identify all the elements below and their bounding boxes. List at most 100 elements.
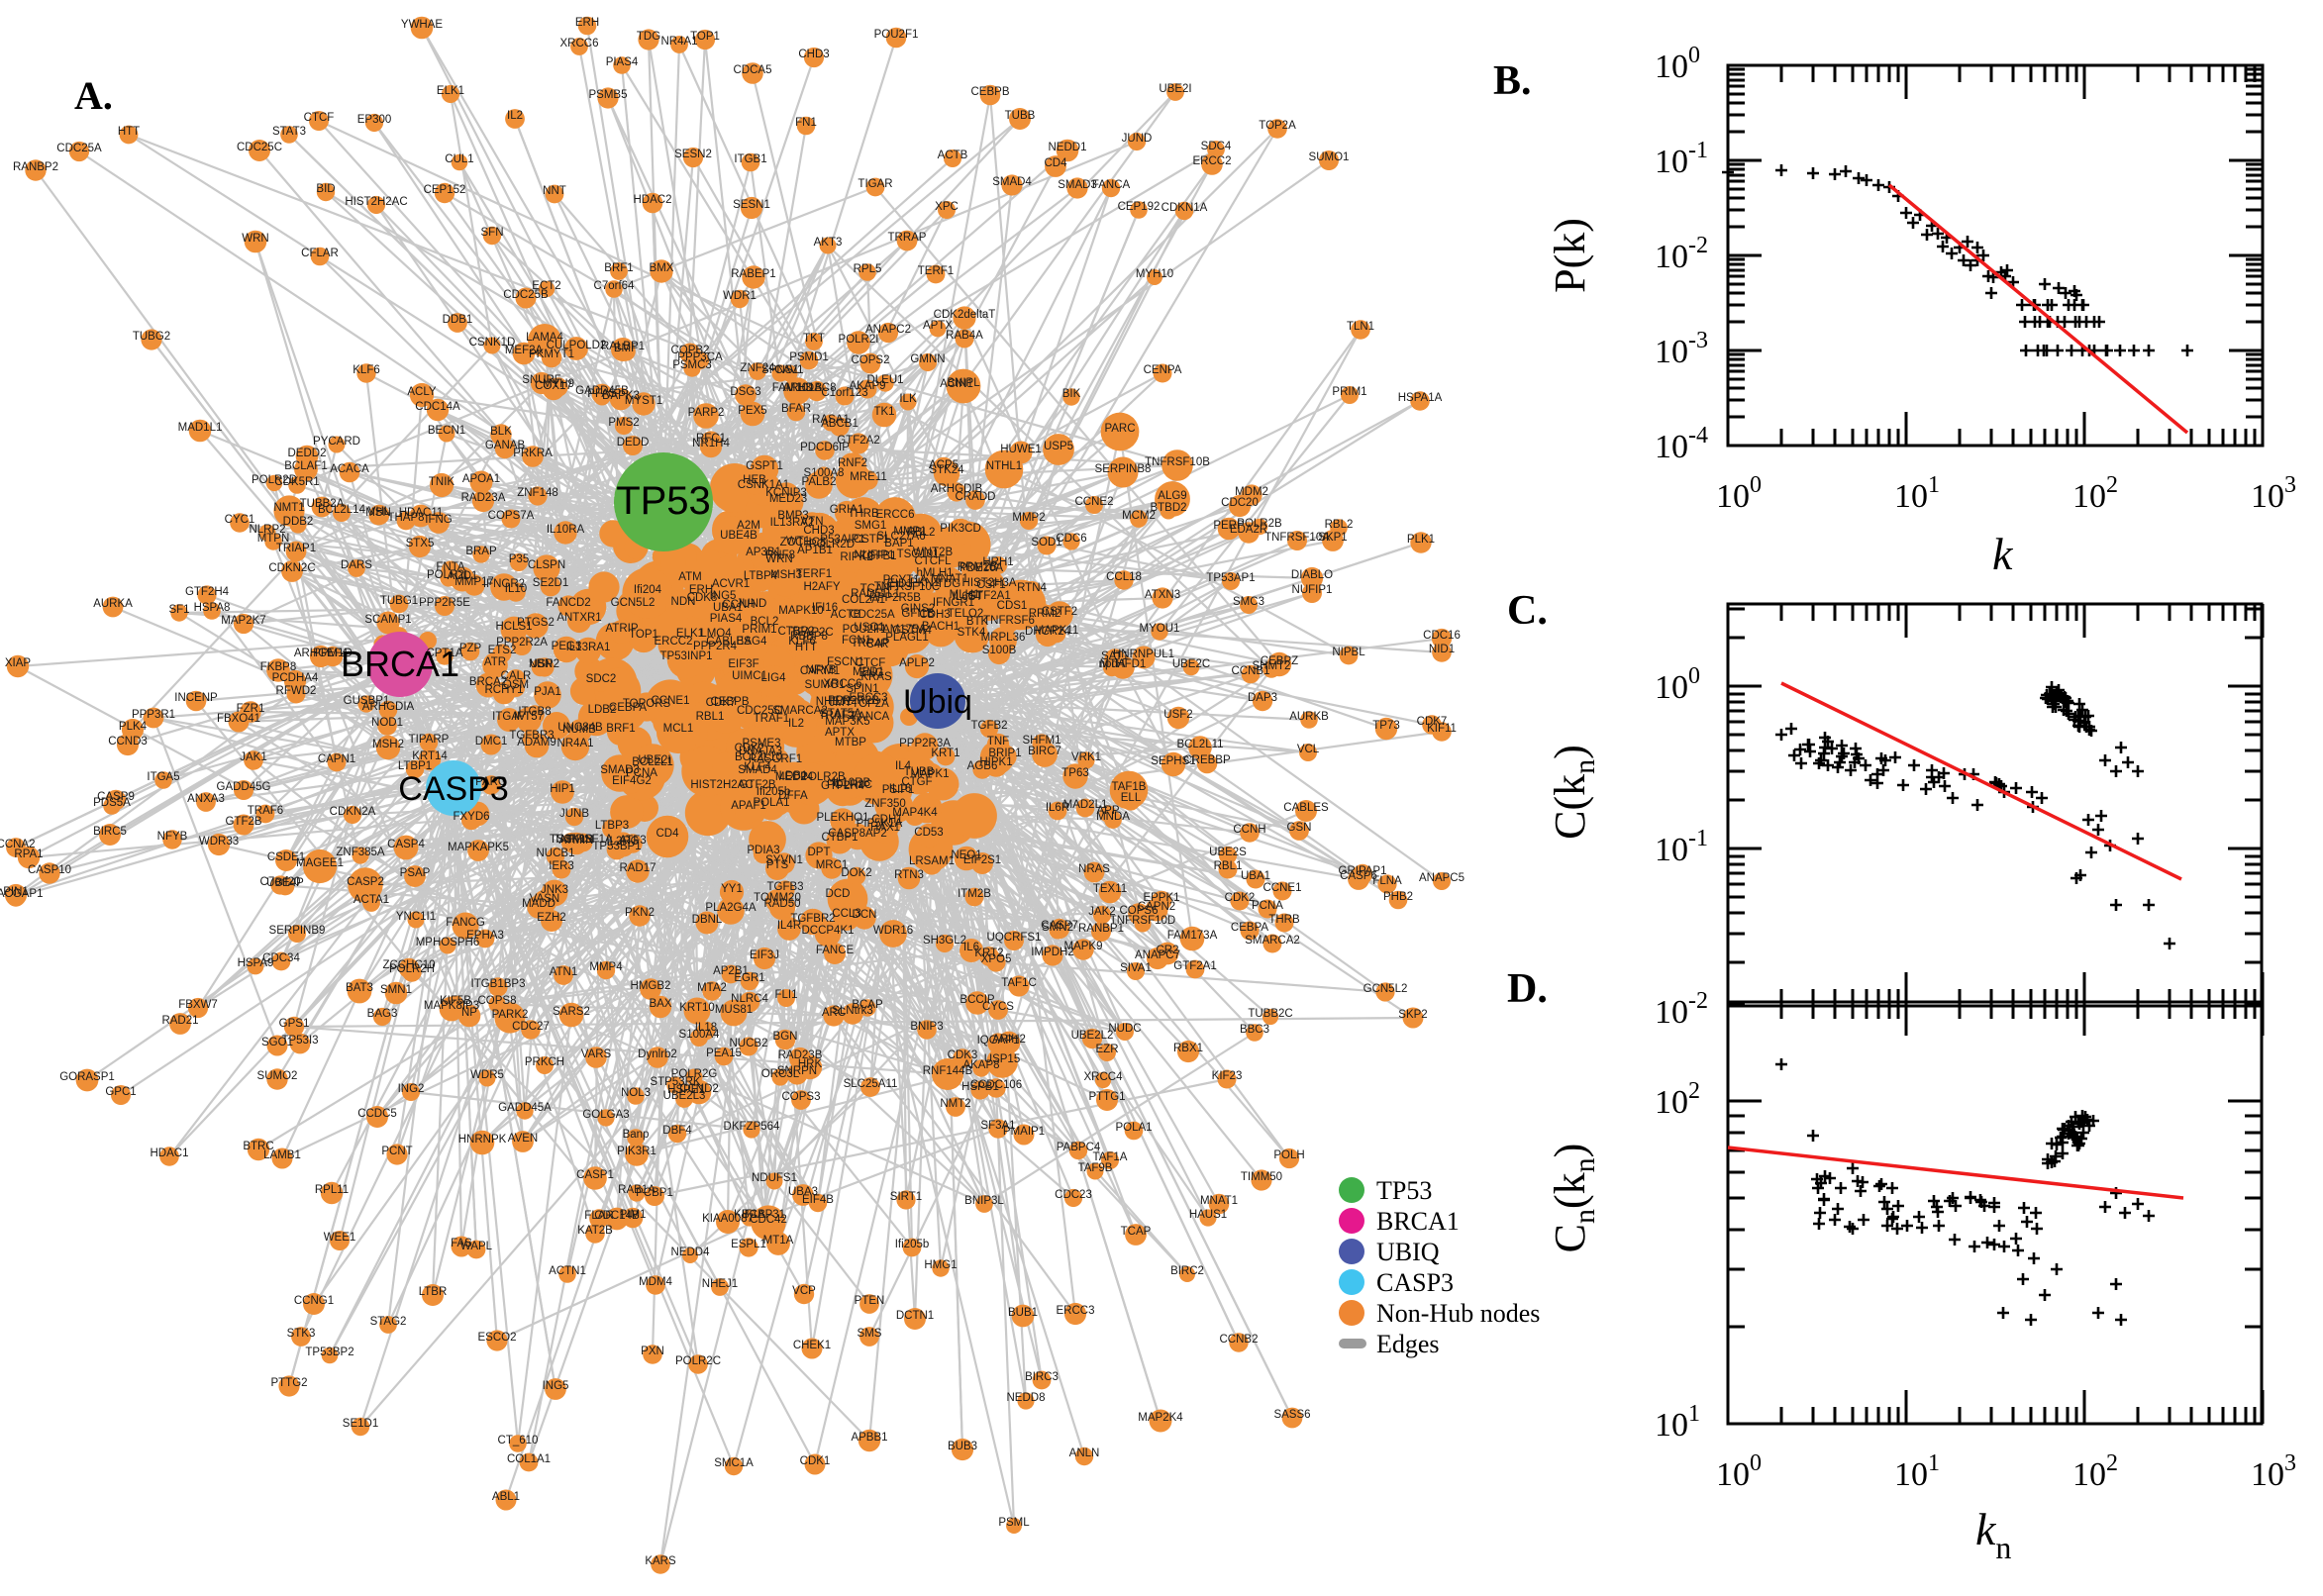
svg-text:SMAD4: SMAD4 [992,176,1032,188]
svg-text:AURKB: AURKB [1289,711,1329,723]
svg-text:S100B: S100B [982,645,1017,656]
svg-text:PPP3R1: PPP3R1 [132,709,175,721]
svg-text:XPO5: XPO5 [981,953,1012,965]
svg-text:NFYB: NFYB [157,831,188,843]
svg-text:TNF: TNF [987,736,1009,748]
svg-text:10: 10 [1655,1084,1688,1121]
svg-text:COL2A1: COL2A1 [842,594,885,606]
svg-text:FXYD6: FXYD6 [453,811,489,823]
svg-text:PSML: PSML [998,1517,1030,1529]
svg-text:WDR5: WDR5 [470,1069,504,1081]
svg-text:ACLY: ACLY [407,386,437,398]
svg-text:JUNB: JUNB [559,808,589,820]
svg-text:DDB1: DDB1 [443,314,473,326]
svg-text:NRAS: NRAS [1078,863,1110,875]
svg-text:HDAC1: HDAC1 [151,1147,189,1159]
svg-text:DEDD: DEDD [617,437,650,449]
svg-text:SPIN1: SPIN1 [846,683,878,695]
svg-text:WDR16: WDR16 [873,925,913,937]
svg-text:MYH10: MYH10 [1136,268,1173,280]
svg-text:TOP1: TOP1 [690,31,720,43]
svg-text:BTBD2: BTBD2 [1150,502,1186,514]
svg-text:PIM1: PIM1 [620,1209,647,1221]
svg-text:SMARCA2: SMARCA2 [1245,935,1300,947]
svg-text:10: 10 [1894,478,1928,515]
svg-text:10: 10 [1655,239,1688,275]
svg-text:IL16: IL16 [889,783,911,795]
svg-text:CASP4: CASP4 [387,839,425,850]
svg-text:10: 10 [2251,478,2284,515]
svg-text:ANAPC2: ANAPC2 [865,324,911,336]
svg-text:npdA: npdA [1099,658,1126,670]
svg-text:PRKRA: PRKRA [513,448,553,459]
svg-text:CEP192: CEP192 [1118,201,1161,213]
svg-text:HEB: HEB [743,474,766,486]
svg-text:CT_610: CT_610 [498,1435,539,1446]
svg-text:DHCR24: DHCR24 [1025,626,1071,638]
svg-text:RTN3: RTN3 [894,869,924,881]
svg-text:10: 10 [1894,1456,1928,1493]
svg-text:SARS2: SARS2 [553,1006,590,1018]
svg-text:BRCA1: BRCA1 [1376,1207,1460,1236]
svg-text:BAX: BAX [649,998,671,1010]
svg-text:GTF2A2: GTF2A2 [837,435,879,447]
svg-text:FLAR: FLAR [584,1210,613,1222]
svg-text:ILK: ILK [899,393,917,405]
svg-text:CDK1: CDK1 [800,1455,831,1467]
svg-text:CDCA5: CDCA5 [734,64,772,76]
svg-text:BIRC3: BIRC3 [1025,1371,1059,1383]
svg-text:GORASP1: GORASP1 [59,1071,115,1083]
svg-text:NOD1: NOD1 [371,717,403,729]
svg-text:CDC25C: CDC25C [237,142,282,153]
svg-text:USP15: USP15 [984,1053,1020,1065]
svg-text:LIG4: LIG4 [761,672,787,684]
svg-text:RPL11: RPL11 [315,1184,349,1196]
svg-text:CENPA: CENPA [1144,364,1182,376]
svg-text:STK3: STK3 [287,1328,316,1340]
svg-text:0: 0 [1750,1450,1762,1476]
svg-text:TP63: TP63 [1061,767,1089,779]
svg-text:PCNA: PCNA [1252,900,1283,912]
svg-text:CABLES: CABLES [1283,802,1329,814]
svg-text:CCNB1: CCNB1 [1232,665,1270,677]
svg-text:GSPT1: GSPT1 [746,460,783,472]
svg-text:USP2: USP2 [530,658,559,670]
svg-text:CCNE1: CCNE1 [1263,882,1302,894]
svg-text:RTN4: RTN4 [1017,582,1047,594]
svg-text:UBE2L2: UBE2L2 [1071,1030,1114,1042]
svg-text:JMY: JMY [830,697,853,709]
svg-text:CTBP2: CTBP2 [777,626,814,638]
svg-text:VARS: VARS [581,1048,612,1060]
svg-text:BCCIP: BCCIP [960,994,994,1006]
svg-text:STX5: STX5 [406,538,435,549]
svg-text:FBXW7: FBXW7 [178,999,218,1011]
svg-text:HIST2H2AC: HIST2H2AC [345,196,407,208]
svg-text:APTX: APTX [923,320,953,332]
svg-text:DAP3: DAP3 [1248,692,1277,704]
svg-text:SMC3: SMC3 [1233,596,1264,608]
svg-text:TGFB2: TGFB2 [970,720,1007,732]
svg-text:ERCC3: ERCC3 [1057,1305,1095,1317]
svg-text:NLRC4: NLRC4 [731,993,768,1005]
svg-text:POLR2D: POLR2D [252,474,297,486]
svg-text:TIMM50: TIMM50 [1241,1171,1282,1183]
svg-text:0: 0 [1688,43,1700,68]
svg-text:USP5: USP5 [1044,441,1073,452]
svg-text:10: 10 [2072,478,2106,515]
svg-text:WAPL: WAPL [460,1241,493,1252]
svg-text:ATXN3: ATXN3 [1145,589,1180,601]
svg-text:INCENP: INCENP [174,692,218,704]
svg-text:UQCRFS1: UQCRFS1 [987,932,1042,944]
svg-text:FLNA: FLNA [1372,875,1402,887]
svg-text:CDK3: CDK3 [948,1049,978,1061]
svg-text:10: 10 [1655,669,1688,706]
svg-text:SERPINB9: SERPINB9 [269,925,326,937]
svg-text:ITGB1: ITGB1 [734,153,766,165]
svg-text:DCD: DCD [826,888,851,900]
svg-text:SFN: SFN [481,227,504,239]
svg-text:POLR2L: POLR2L [427,569,471,581]
svg-text:BNIP3L: BNIP3L [964,1195,1004,1207]
svg-text:GTF2B: GTF2B [225,816,261,828]
svg-text:BMX: BMX [650,262,674,274]
svg-text:UBE2S: UBE2S [1209,847,1247,858]
